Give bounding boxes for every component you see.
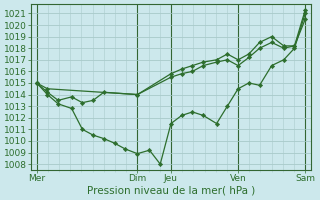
X-axis label: Pression niveau de la mer( hPa ): Pression niveau de la mer( hPa ) xyxy=(87,186,255,196)
